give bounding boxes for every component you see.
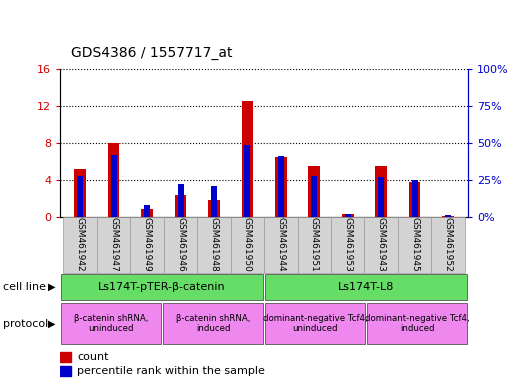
Text: GSM461944: GSM461944	[276, 217, 286, 272]
FancyBboxPatch shape	[431, 217, 465, 273]
Bar	[208, 200, 220, 217]
Text: GSM461951: GSM461951	[310, 217, 319, 272]
Bar	[77, 175, 83, 217]
Text: GDS4386 / 1557717_at: GDS4386 / 1557717_at	[71, 46, 232, 60]
Text: GSM461950: GSM461950	[243, 217, 252, 272]
Bar	[211, 186, 217, 217]
FancyBboxPatch shape	[265, 303, 366, 344]
FancyBboxPatch shape	[298, 217, 331, 273]
Bar	[342, 214, 354, 217]
FancyBboxPatch shape	[231, 217, 264, 273]
Text: percentile rank within the sample: percentile rank within the sample	[77, 366, 265, 376]
Text: Ls174T-L8: Ls174T-L8	[338, 282, 394, 292]
Text: ▶: ▶	[48, 318, 55, 329]
Text: dominant-negative Tcf4,
induced: dominant-negative Tcf4, induced	[365, 314, 470, 333]
Bar	[242, 101, 253, 217]
Bar	[275, 157, 287, 217]
FancyBboxPatch shape	[197, 217, 231, 273]
Bar	[409, 182, 420, 217]
Text: count: count	[77, 352, 108, 362]
Bar	[144, 205, 150, 217]
Text: protocol: protocol	[3, 318, 48, 329]
Text: cell line: cell line	[3, 282, 46, 292]
FancyBboxPatch shape	[164, 217, 197, 273]
Text: GSM461945: GSM461945	[410, 217, 419, 272]
Bar	[311, 175, 317, 217]
Text: GSM461946: GSM461946	[176, 217, 185, 272]
Bar	[412, 180, 417, 217]
Bar	[244, 144, 251, 217]
Bar	[111, 155, 117, 217]
Text: β-catenin shRNA,
uninduced: β-catenin shRNA, uninduced	[74, 314, 149, 333]
FancyBboxPatch shape	[61, 303, 162, 344]
Text: β-catenin shRNA,
induced: β-catenin shRNA, induced	[176, 314, 251, 333]
FancyBboxPatch shape	[163, 303, 264, 344]
FancyBboxPatch shape	[63, 217, 97, 273]
Text: dominant-negative Tcf4,
uninduced: dominant-negative Tcf4, uninduced	[263, 314, 368, 333]
Bar	[345, 214, 351, 217]
Text: GSM461948: GSM461948	[209, 217, 219, 272]
Text: GSM461943: GSM461943	[377, 217, 385, 272]
Bar	[445, 215, 451, 217]
FancyBboxPatch shape	[365, 217, 398, 273]
Bar	[175, 195, 186, 217]
Bar	[378, 177, 384, 217]
Text: GSM461949: GSM461949	[143, 217, 152, 272]
Text: Ls174T-pTER-β-catenin: Ls174T-pTER-β-catenin	[98, 282, 226, 292]
Bar	[177, 184, 184, 217]
Bar	[108, 143, 119, 217]
Text: GSM461952: GSM461952	[444, 217, 452, 272]
Text: GSM461942: GSM461942	[76, 217, 85, 272]
FancyBboxPatch shape	[367, 303, 468, 344]
FancyBboxPatch shape	[97, 217, 130, 273]
Bar	[60, 352, 71, 362]
FancyBboxPatch shape	[331, 217, 365, 273]
FancyBboxPatch shape	[61, 274, 264, 300]
FancyBboxPatch shape	[398, 217, 431, 273]
FancyBboxPatch shape	[264, 217, 298, 273]
Bar	[60, 366, 71, 376]
FancyBboxPatch shape	[265, 274, 468, 300]
Text: GSM461953: GSM461953	[343, 217, 352, 272]
Bar	[278, 156, 284, 217]
Text: ▶: ▶	[48, 282, 55, 292]
Bar	[376, 166, 387, 217]
Bar	[309, 166, 320, 217]
Bar	[141, 209, 153, 217]
Bar	[74, 169, 86, 217]
FancyBboxPatch shape	[130, 217, 164, 273]
Text: GSM461947: GSM461947	[109, 217, 118, 272]
Bar	[442, 216, 454, 217]
